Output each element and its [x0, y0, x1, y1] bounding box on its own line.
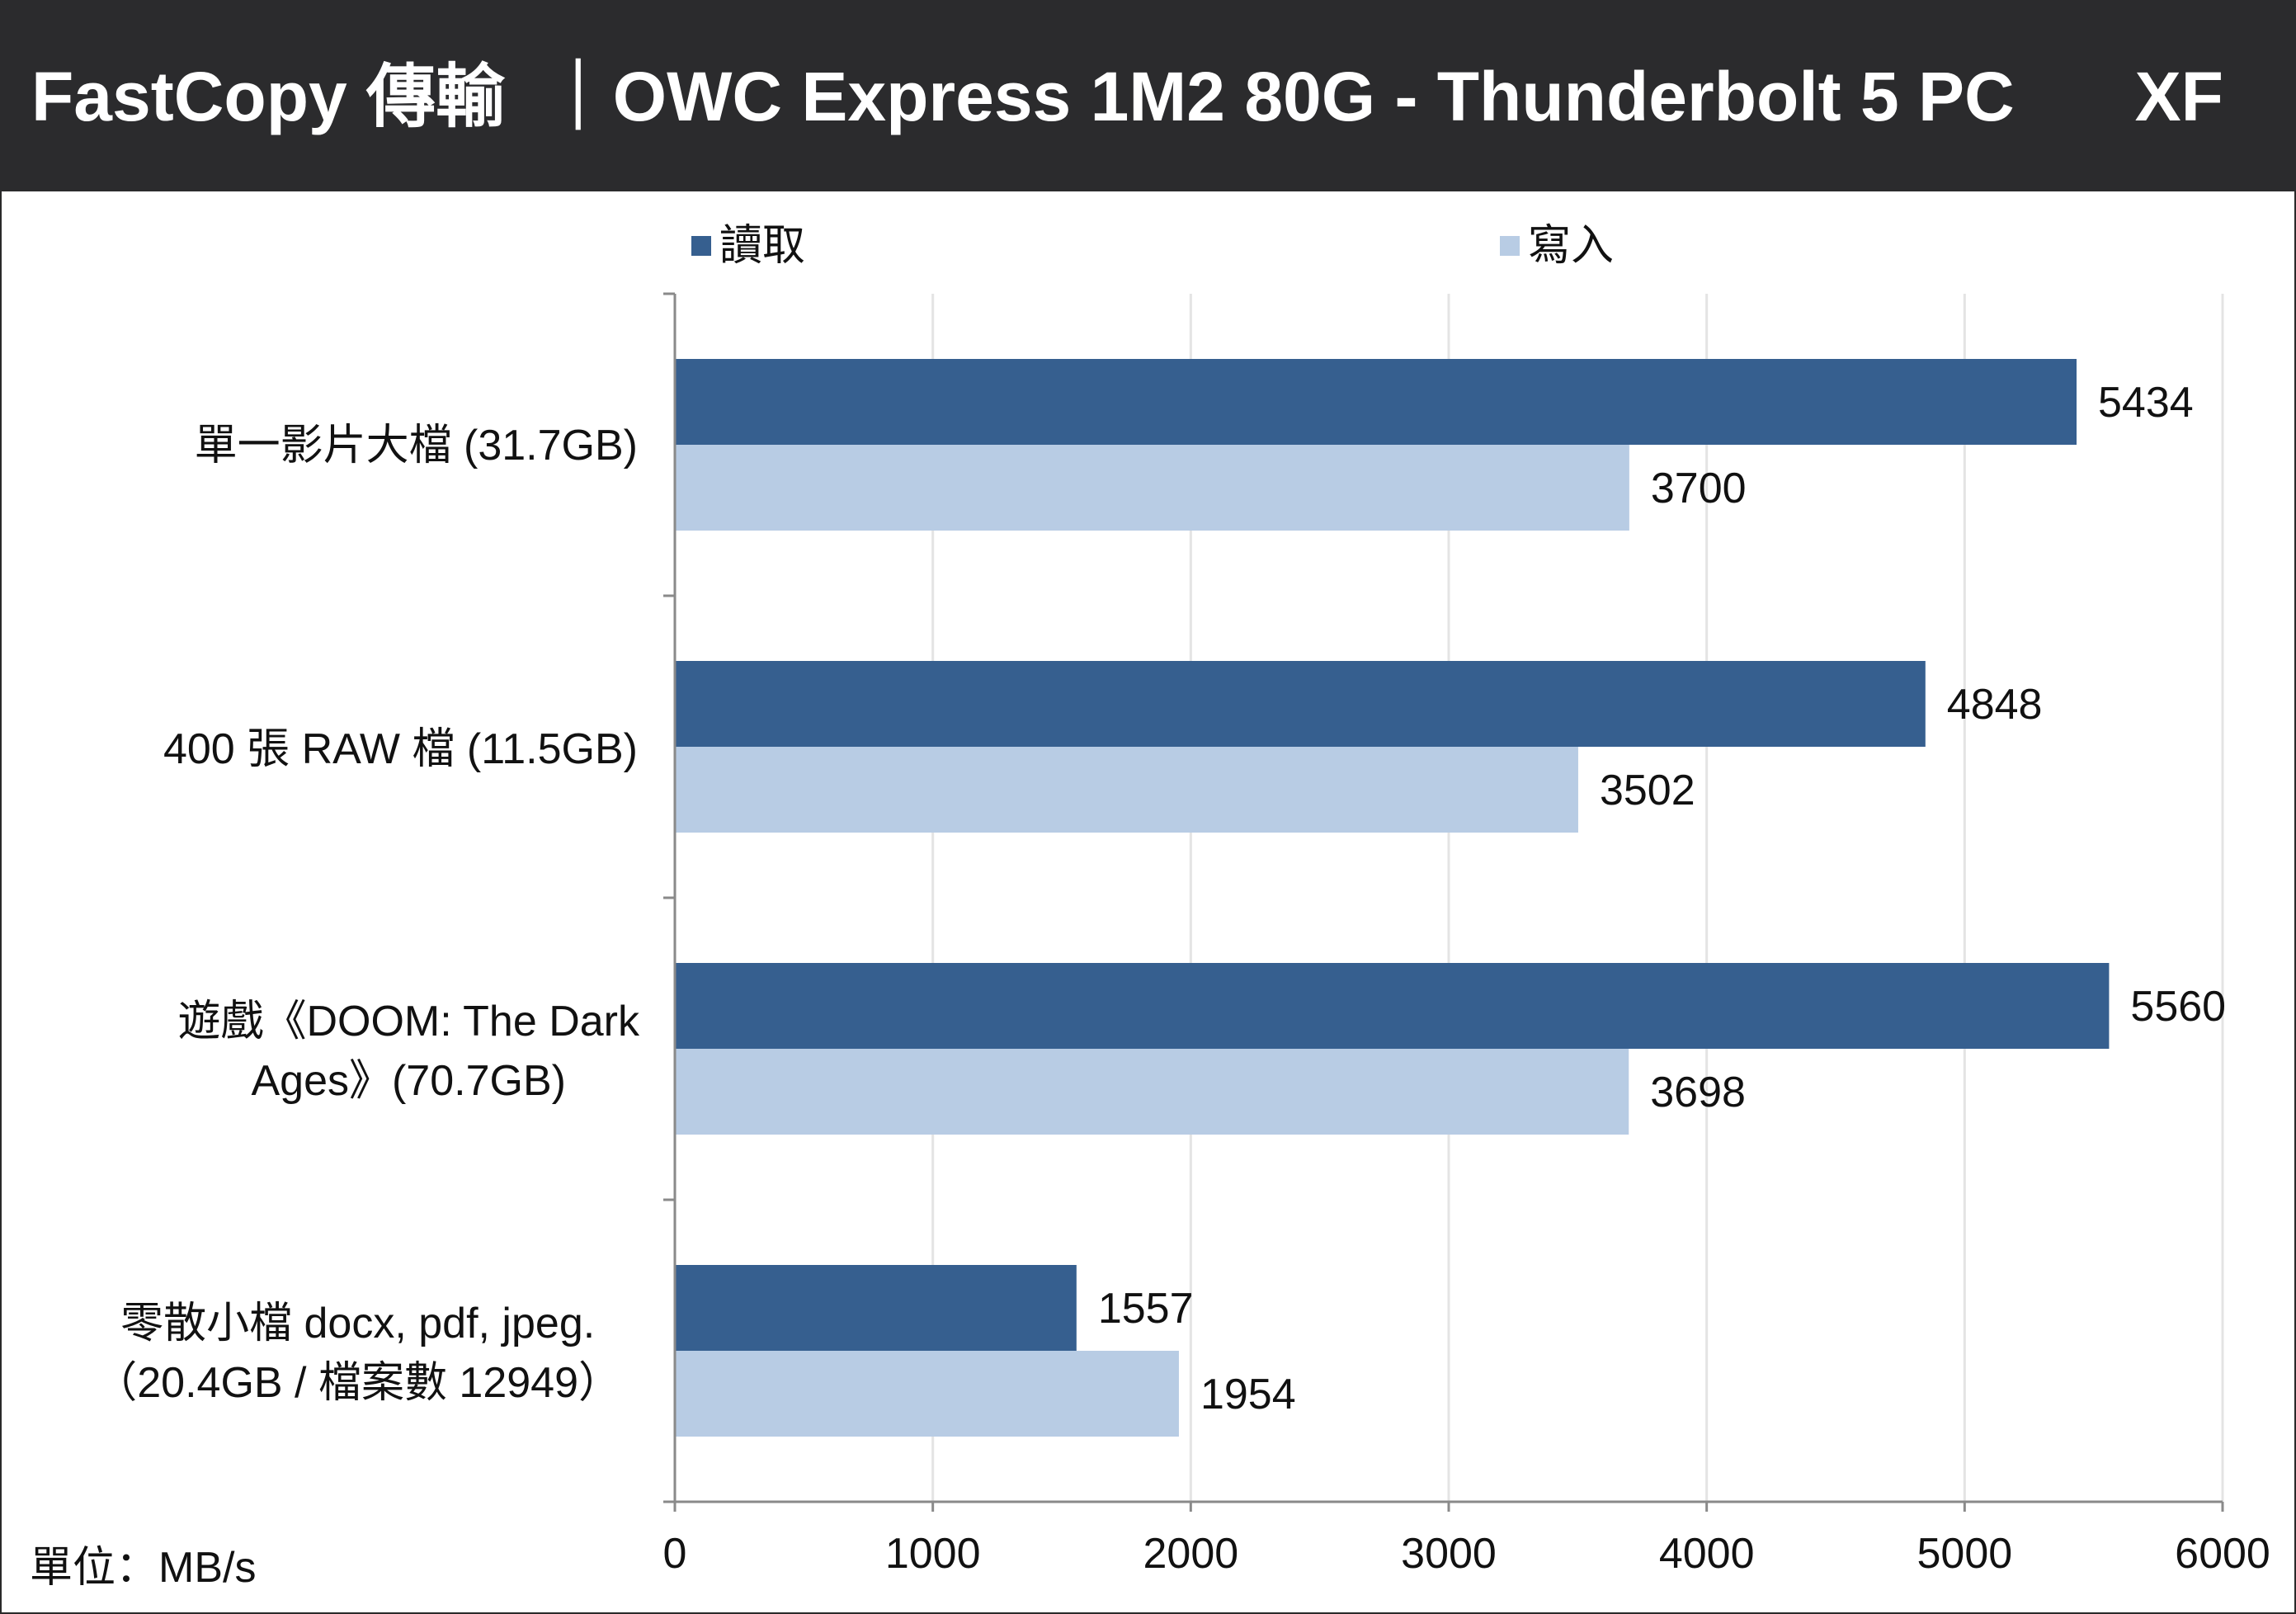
- bar-read: [676, 359, 2077, 445]
- legend-label-write: 寫入: [1528, 222, 1615, 270]
- bar-write: [676, 445, 1629, 531]
- bar-write: [676, 1351, 1179, 1437]
- category-label-video: 單一影片大檔 (31.7GB): [195, 416, 638, 475]
- legend-swatch-write: [1500, 236, 1520, 256]
- data-label-read: 5560: [2130, 983, 2226, 1031]
- brand-logo-text: XF: [2134, 58, 2223, 135]
- bar-read: [676, 963, 2110, 1049]
- legend-swatch-read: [691, 236, 711, 256]
- x-tick-label: 1000: [885, 1530, 981, 1578]
- bar-write: [676, 1049, 1629, 1135]
- legend-item-read: 讀取: [691, 221, 805, 271]
- category-label-line: 遊戲《DOOM: The Dark: [177, 998, 639, 1045]
- x-tick-label: 4000: [1659, 1530, 1755, 1578]
- bar-read: [676, 661, 1926, 747]
- category-label-line: 400 張 RAW 檔 (11.5GB): [163, 725, 638, 773]
- category-label-small-files: 零散小檔 docx, pdf, jpeg. （20.4GB / 檔案數 1294…: [94, 1294, 621, 1413]
- legend-item-write: 寫入: [1500, 221, 1614, 271]
- category-label-line: Ages》(70.7GB): [251, 1057, 566, 1105]
- x-tick-label: 0: [663, 1530, 687, 1578]
- x-tick-label: 6000: [2175, 1530, 2270, 1578]
- legend-label-read: 讀取: [719, 222, 806, 270]
- data-label-read: 5434: [2098, 379, 2194, 427]
- data-label-read: 1557: [1098, 1285, 1194, 1333]
- data-label-write: 1954: [1200, 1371, 1296, 1418]
- x-tick-label: 5000: [1916, 1530, 2012, 1578]
- category-label-line: 零散小檔 docx, pdf, jpeg.: [120, 1300, 596, 1347]
- x-tick-label: 2000: [1143, 1530, 1238, 1578]
- data-label-write: 3700: [1651, 465, 1747, 512]
- category-label-line: （20.4GB / 檔案數 12949）: [94, 1359, 621, 1407]
- chart-title: FastCopy 傳輸 ｜OWC Express 1M2 80G - Thund…: [31, 58, 2015, 135]
- bar-read: [676, 1265, 1077, 1351]
- category-label-line: 單一影片大檔 (31.7GB): [194, 422, 638, 470]
- category-label-raw: 400 張 RAW 檔 (11.5GB): [163, 720, 638, 779]
- data-label-write: 3502: [1600, 767, 1695, 814]
- unit-label: 單位：MB/s: [30, 1544, 257, 1592]
- data-label-write: 3698: [1650, 1069, 1746, 1116]
- data-label-read: 4848: [1947, 681, 2043, 729]
- title-bar: FastCopy 傳輸 ｜OWC Express 1M2 80G - Thund…: [0, 0, 2296, 191]
- category-label-game: 遊戲《DOOM: The Dark Ages》(70.7GB): [177, 992, 639, 1111]
- x-tick-label: 3000: [1401, 1530, 1497, 1578]
- bar-write: [676, 747, 1578, 833]
